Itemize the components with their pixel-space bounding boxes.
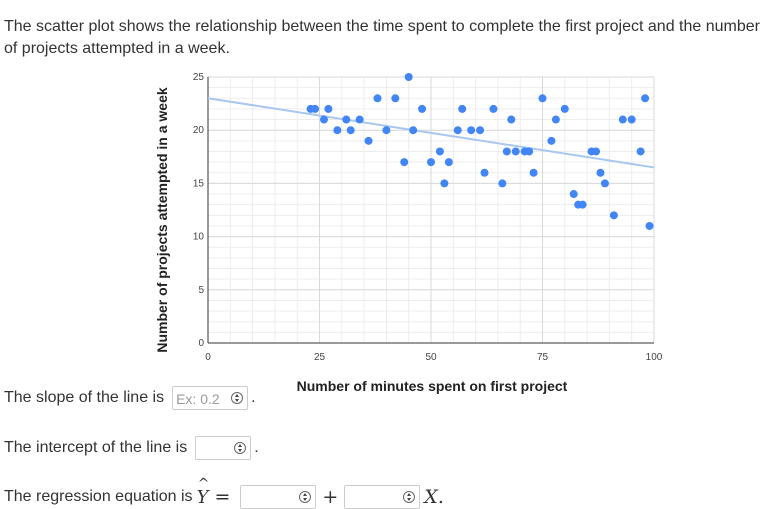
- data-point: [547, 136, 556, 145]
- data-point: [627, 115, 636, 124]
- regression-slope-input[interactable]: [344, 485, 421, 509]
- x-tick-label: 0: [205, 352, 211, 363]
- spinner-icon[interactable]: [299, 491, 312, 503]
- equals-sign: =: [214, 486, 231, 508]
- slope-period: .: [251, 389, 256, 406]
- regression-intercept-input[interactable]: [240, 485, 317, 509]
- chart-points: [306, 73, 654, 230]
- intercept-input[interactable]: [195, 436, 252, 460]
- data-point: [641, 94, 650, 103]
- data-point: [507, 115, 516, 124]
- spinner-icon[interactable]: [234, 442, 247, 454]
- data-point: [551, 115, 560, 124]
- data-point: [511, 147, 520, 156]
- y-tick-label: 15: [193, 178, 205, 189]
- y-hat-letter: Y: [196, 486, 209, 508]
- x-variable: X: [424, 486, 438, 508]
- data-point: [440, 179, 449, 188]
- y-axis-label: Number of projects attempted in a week: [154, 87, 170, 352]
- y-tick-label: 25: [193, 72, 205, 83]
- data-point: [355, 115, 364, 124]
- data-point: [342, 115, 351, 124]
- question-text: The scatter plot shows the relationship …: [4, 18, 760, 57]
- data-point: [569, 190, 578, 199]
- data-point: [600, 179, 609, 188]
- data-point: [636, 147, 645, 156]
- data-point: [609, 211, 618, 220]
- data-point: [319, 115, 328, 124]
- y-tick-label: 10: [193, 232, 205, 243]
- x-axis-label: Number of minutes spent on first project: [297, 378, 568, 394]
- data-point: [645, 221, 654, 230]
- data-point: [592, 147, 601, 156]
- regression-row: The regression equation is ^ Y = + X .: [4, 475, 444, 509]
- data-point: [480, 168, 489, 177]
- x-tick-label: 50: [425, 352, 437, 363]
- regression-label: The regression equation is: [4, 488, 193, 505]
- data-point: [525, 147, 534, 156]
- spinner-icon[interactable]: [403, 491, 416, 503]
- data-point: [453, 126, 462, 135]
- data-point: [538, 94, 547, 103]
- data-point: [596, 168, 605, 177]
- slope-row: The slope of the line is Ex: 0.2 .: [4, 386, 256, 410]
- chart-ticks: 0 25 50 75 100 0 5 10 15 20 25: [193, 72, 663, 363]
- data-point: [498, 179, 507, 188]
- data-point: [502, 147, 511, 156]
- data-point: [373, 94, 382, 103]
- slope-input[interactable]: Ex: 0.2: [172, 386, 249, 410]
- x-tick-label: 100: [646, 352, 663, 363]
- data-point: [427, 158, 435, 167]
- data-point: [444, 158, 453, 167]
- data-point: [311, 104, 320, 113]
- y-tick-label: 0: [198, 338, 204, 349]
- data-point: [560, 104, 569, 113]
- spinner-icon[interactable]: [231, 392, 244, 404]
- data-point: [404, 73, 413, 81]
- intercept-row: The intercept of the line is .: [4, 436, 259, 460]
- plus-sign: +: [322, 486, 339, 508]
- x-tick-label: 75: [537, 352, 549, 363]
- intercept-period: .: [254, 439, 259, 456]
- data-point: [529, 168, 538, 177]
- data-point: [467, 126, 476, 135]
- data-point: [391, 94, 400, 103]
- data-point: [435, 147, 444, 156]
- data-point: [346, 126, 355, 135]
- x-tick-label: 25: [314, 352, 326, 363]
- data-point: [418, 104, 427, 113]
- data-point: [618, 115, 627, 124]
- data-point: [578, 200, 587, 209]
- y-tick-label: 20: [193, 125, 205, 136]
- data-point: [364, 136, 373, 145]
- data-point: [333, 126, 342, 135]
- slope-label: The slope of the line is: [4, 389, 165, 406]
- trendline: [207, 97, 655, 169]
- data-point: [400, 158, 409, 167]
- slope-placeholder: Ex: 0.2: [176, 391, 220, 407]
- data-point: [382, 126, 391, 135]
- y-hat-symbol: ^ Y: [196, 475, 210, 508]
- regression-period: .: [437, 486, 444, 508]
- intercept-label: The intercept of the line is: [4, 439, 188, 456]
- chart-axes: [207, 77, 654, 344]
- data-point: [458, 104, 467, 113]
- data-point: [489, 104, 498, 113]
- data-point: [409, 126, 418, 135]
- y-tick-label: 5: [198, 285, 204, 296]
- data-point: [476, 126, 485, 135]
- data-point: [324, 104, 333, 113]
- chart-grid: [207, 76, 655, 344]
